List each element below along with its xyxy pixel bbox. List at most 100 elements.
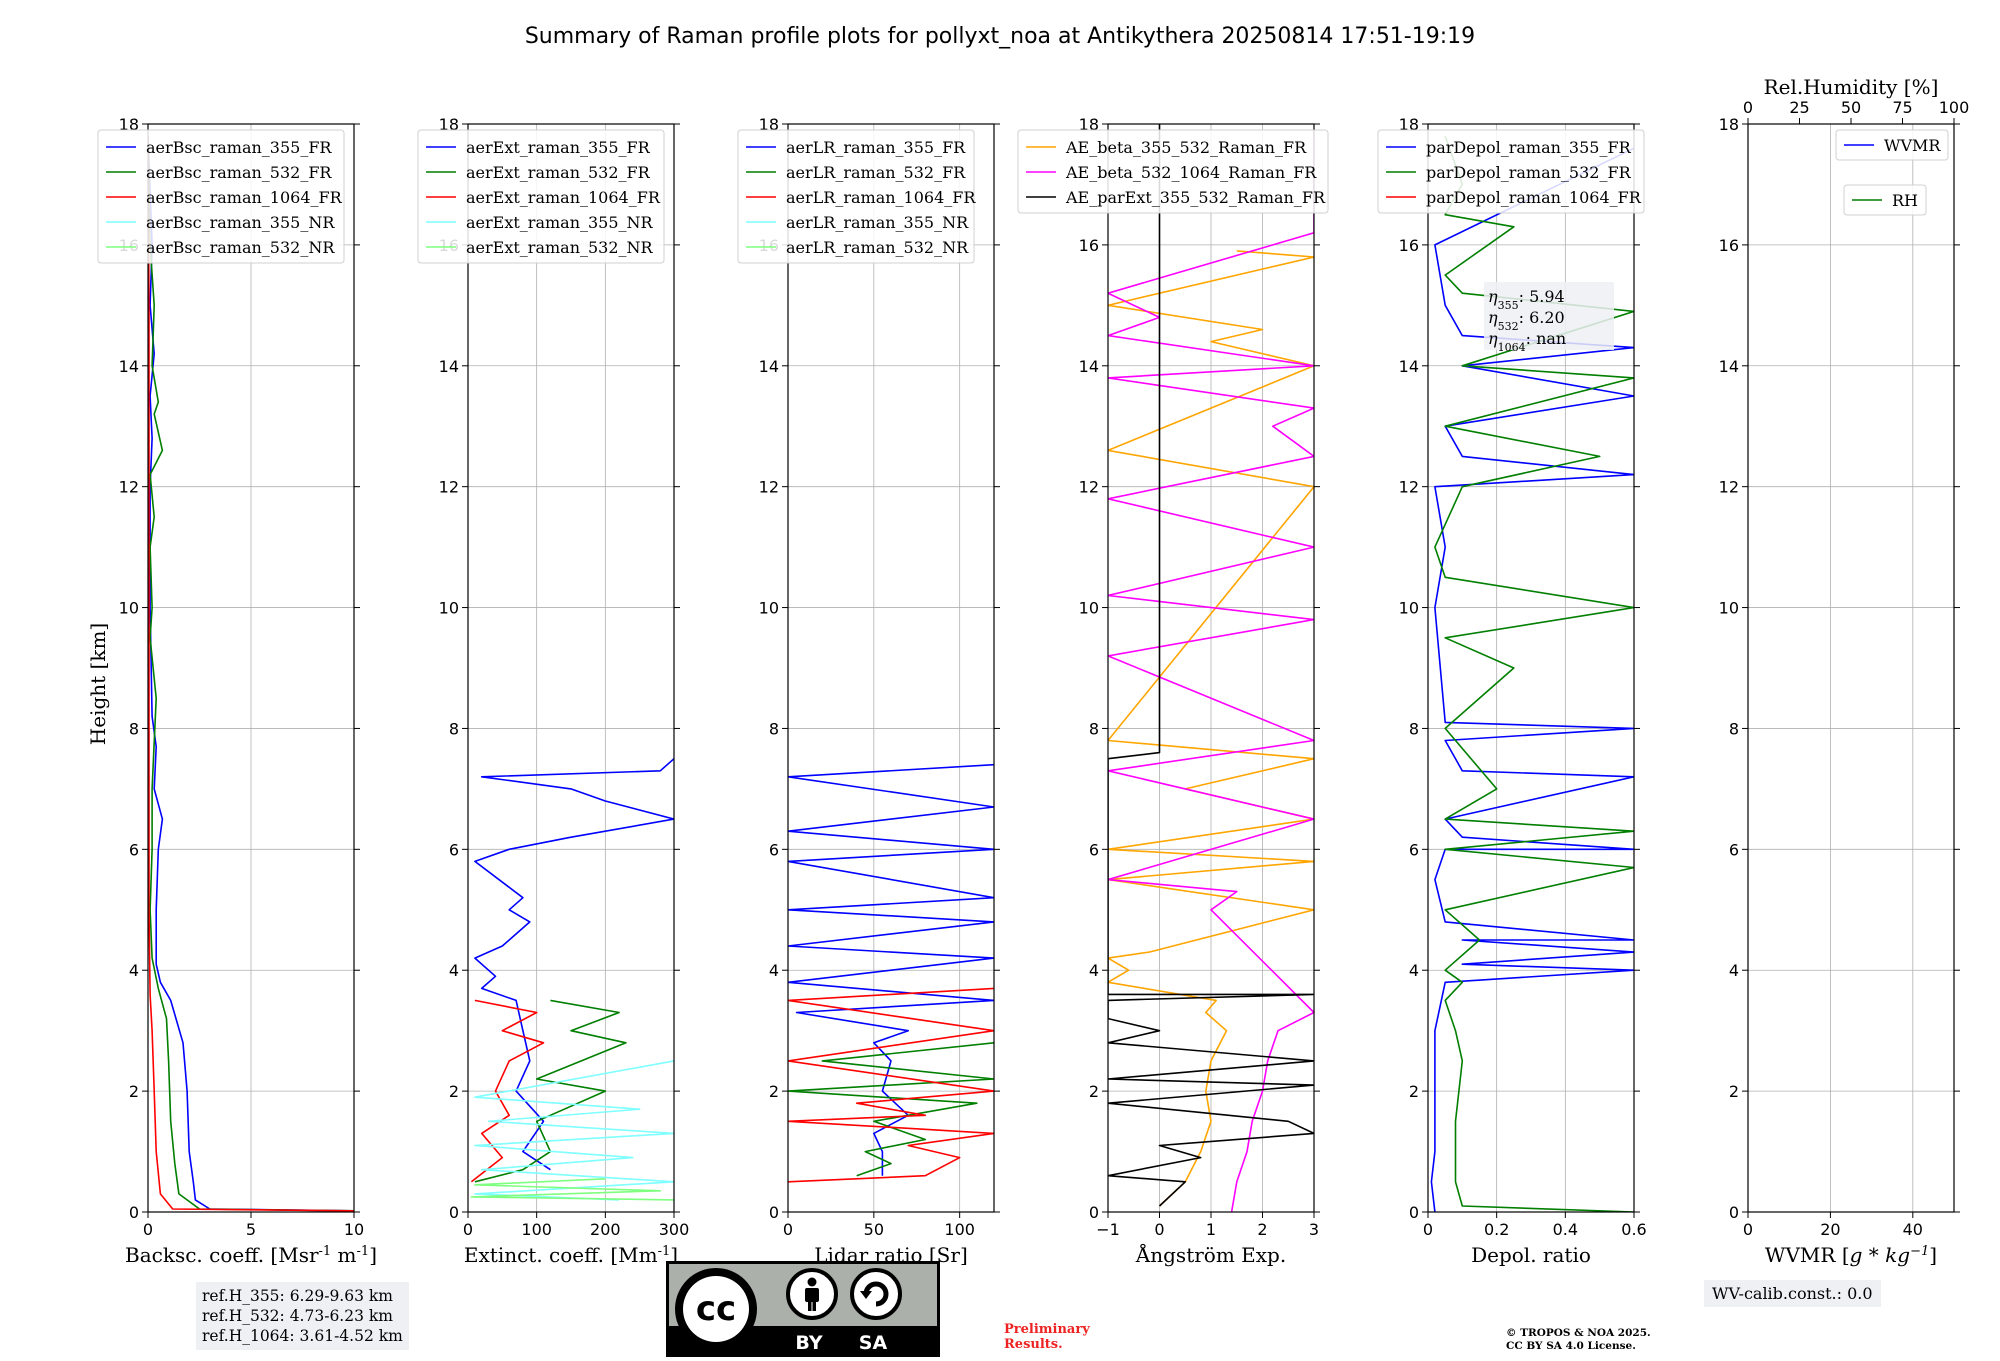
legend-label: aerBsc_raman_355_NR <box>146 213 335 232</box>
top-x-tick-label: 100 <box>1939 98 1970 117</box>
y-tick-label: 0 <box>129 1203 139 1222</box>
eta-box <box>1484 282 1614 350</box>
y-tick-label: 18 <box>439 115 459 134</box>
y-tick-label: 4 <box>769 961 779 980</box>
x-tick-label: 1 <box>1206 1220 1216 1239</box>
share-alike-icon <box>850 1268 902 1320</box>
legend-label: aerBsc_raman_355_FR <box>146 138 332 157</box>
axes-frame <box>1747 123 1955 1213</box>
top-x-tick-label: 50 <box>1841 98 1861 117</box>
y-tick-label: 8 <box>769 719 779 738</box>
y-tick-label: 6 <box>1729 840 1739 859</box>
x-tick-label: 40 <box>1903 1220 1923 1239</box>
y-tick-label: 14 <box>1399 357 1419 376</box>
x-axis-label: Ångström Exp. <box>1135 1242 1286 1267</box>
top-x-tick-label: 0 <box>1743 98 1753 117</box>
series-line-aerBsc_raman_1064_FR <box>148 136 354 1212</box>
y-tick-label: 12 <box>1079 478 1099 497</box>
y-tick-label: 0 <box>1089 1203 1099 1222</box>
series-line-aerBsc_raman_532_FR <box>148 136 354 1212</box>
x-axis-label: Depol. ratio <box>1471 1243 1591 1267</box>
series-line-aerLR_raman_1064_FR <box>788 987 994 1183</box>
legend-box <box>1835 129 1949 161</box>
series-line-aerExt_raman_532_NR <box>470 1178 674 1201</box>
legend-box <box>97 129 345 264</box>
legend-label: aerLR_raman_1064_FR <box>786 188 976 207</box>
y-tick-label: 8 <box>1409 719 1419 738</box>
legend-label: parDepol_raman_532_FR <box>1426 163 1632 182</box>
y-tick-label: 18 <box>759 115 779 134</box>
y-tick-label: 10 <box>1079 599 1099 618</box>
preliminary-line-1: Preliminary <box>1004 1322 1090 1337</box>
x-tick-label: 0 <box>463 1220 473 1239</box>
legend-label: aerBsc_raman_532_FR <box>146 163 332 182</box>
top-x-tick-label: 75 <box>1892 98 1912 117</box>
svg-text:SA: SA <box>859 1332 888 1354</box>
x-tick-label: 0 <box>1743 1220 1753 1239</box>
y-tick-label: 6 <box>1409 840 1419 859</box>
data-lines-ae <box>1108 124 1314 1212</box>
y-tick-label: 18 <box>1719 115 1739 134</box>
y-tick-label: 14 <box>759 357 779 376</box>
y-tick-label: 6 <box>1089 840 1099 859</box>
ref-height-532: ref.H_532: 4.73-6.23 km <box>202 1307 393 1325</box>
ref-height-1064: ref.H_1064: 3.61-4.52 km <box>202 1327 403 1345</box>
legend-label: aerLR_raman_532_FR <box>786 163 966 182</box>
x-tick-label: 10 <box>344 1220 364 1239</box>
x-tick-label: 0.4 <box>1553 1220 1578 1239</box>
legend-label: aerExt_raman_532_NR <box>466 238 654 257</box>
panel-ext: 0100200300024681012141618Extinct. coeff.… <box>417 115 690 1267</box>
panel-lr: 050100024681012141618Lidar ratio [Sr]aer… <box>737 115 1000 1267</box>
series-line-aerExt_raman_532_FR <box>474 999 627 1183</box>
y-tick-label: 12 <box>1399 478 1419 497</box>
x-tick-label: 5 <box>246 1220 256 1239</box>
data-lines-ext <box>470 758 674 1201</box>
y-tick-label: 12 <box>759 478 779 497</box>
y-tick-label: 18 <box>119 115 139 134</box>
y-tick-label: 0 <box>1409 1203 1419 1222</box>
y-tick-label: 10 <box>759 599 779 618</box>
x-tick-label: 50 <box>864 1220 884 1239</box>
x-tick-label: 100 <box>521 1220 552 1239</box>
y-tick-label: 8 <box>449 719 459 738</box>
y-axis-label: Height [km] <box>86 623 110 745</box>
y-tick-label: 0 <box>769 1203 779 1222</box>
y-tick-label: 8 <box>1729 719 1739 738</box>
y-tick-label: 14 <box>1719 357 1739 376</box>
y-tick-label: 14 <box>439 357 459 376</box>
data-lines-bsc <box>148 136 354 1212</box>
x-tick-label: 300 <box>659 1220 690 1239</box>
axes-frame <box>467 123 675 1213</box>
y-tick-label: 12 <box>439 478 459 497</box>
legend-label: aerExt_raman_1064_FR <box>466 188 661 207</box>
y-tick-label: 4 <box>1089 961 1099 980</box>
y-tick-label: 2 <box>1729 1082 1739 1101</box>
x-tick-label: 0 <box>1154 1220 1164 1239</box>
x-tick-label: 200 <box>590 1220 621 1239</box>
y-tick-label: 2 <box>1089 1082 1099 1101</box>
y-tick-label: 14 <box>119 357 139 376</box>
top-axis-label: Rel.Humidity [%] <box>1764 75 1939 99</box>
panels: 0510024681012141618Backsc. coeff. [Msr-1… <box>97 75 1970 1267</box>
y-tick-label: 18 <box>1079 115 1099 134</box>
x-tick-label: 0 <box>143 1220 153 1239</box>
y-tick-label: 10 <box>439 599 459 618</box>
y-tick-label: 16 <box>1719 236 1739 255</box>
legend-label: aerBsc_raman_1064_FR <box>146 188 343 207</box>
preliminary-note: Preliminary Results. <box>1004 1322 1090 1352</box>
y-tick-label: 4 <box>449 961 459 980</box>
y-tick-label: 12 <box>1719 478 1739 497</box>
top-x-tick-label: 25 <box>1789 98 1809 117</box>
svg-text:BY: BY <box>795 1332 822 1354</box>
svg-text:cc: cc <box>696 1289 736 1329</box>
series-line-parDepol_raman_355_FR <box>1430 147 1634 1212</box>
y-tick-label: 2 <box>769 1082 779 1101</box>
cc-license-badge: cc BY SA <box>666 1261 940 1357</box>
series-line-aerExt_raman_355_FR <box>474 758 674 1171</box>
legend-box <box>1017 129 1329 214</box>
x-axis-label: Backsc. coeff. [Msr-1 m-1] <box>125 1243 377 1267</box>
series-line-AE_beta_532_1064_Raman_FR <box>1108 130 1314 1212</box>
eta-annotation: η355: 5.94 <box>1488 287 1565 312</box>
y-tick-label: 16 <box>1079 236 1099 255</box>
